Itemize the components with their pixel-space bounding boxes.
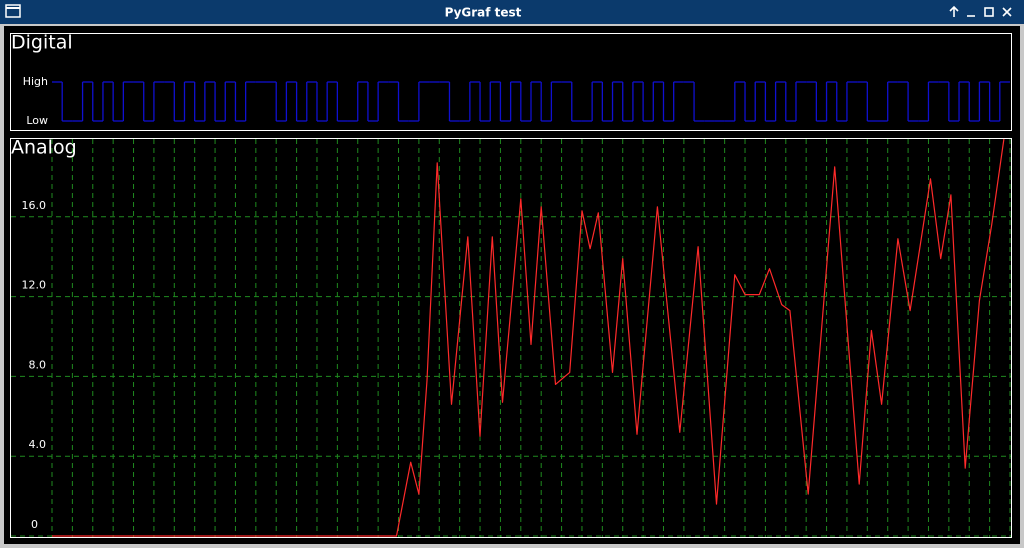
y-tick-label: 8.0: [29, 358, 47, 371]
y-tick-label: Low: [26, 114, 48, 127]
shade-button[interactable]: [949, 5, 959, 17]
y-tick-label: 0: [31, 518, 38, 531]
title-bar: [0, 0, 1024, 24]
client-area: [4, 26, 1020, 544]
y-tick-label: 4.0: [29, 438, 47, 451]
analog-signal: [52, 138, 1005, 537]
window-title: PyGraf test: [445, 6, 522, 20]
maximize-button[interactable]: [984, 7, 994, 17]
analog-panel: [10, 138, 1012, 538]
digital-panel: [10, 33, 1012, 131]
panel-title: Digital: [11, 32, 73, 54]
y-tick-label: 12.0: [22, 279, 47, 292]
window-icon: [5, 4, 21, 18]
close-button[interactable]: [1002, 7, 1012, 17]
y-tick-label: 16.0: [22, 199, 47, 212]
y-tick-label: High: [23, 75, 48, 88]
window-controls[interactable]: [949, 5, 1012, 17]
panel-title: Analog: [11, 137, 77, 159]
